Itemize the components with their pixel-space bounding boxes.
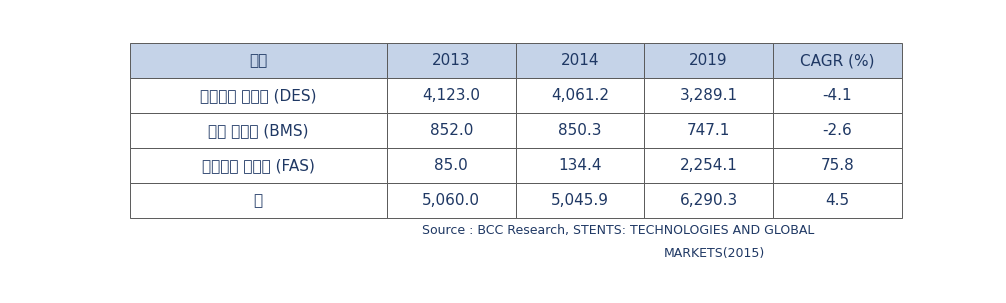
Bar [644, 148, 773, 183]
Text: 2,254.1: 2,254.1 [680, 158, 737, 173]
Text: 75.8: 75.8 [820, 158, 854, 173]
Text: 2014: 2014 [560, 53, 600, 68]
Bar [130, 113, 387, 148]
Bar [515, 148, 644, 183]
Bar [773, 183, 901, 218]
Text: -2.6: -2.6 [822, 123, 852, 138]
Bar [387, 43, 515, 78]
Text: 구분: 구분 [249, 53, 268, 68]
Bar [515, 43, 644, 78]
Bar [130, 43, 387, 78]
Text: 3,289.1: 3,289.1 [679, 88, 737, 103]
Bar [130, 78, 387, 113]
Text: 4,123.0: 4,123.0 [423, 88, 480, 103]
Text: 850.3: 850.3 [558, 123, 602, 138]
Text: MARKETS(2015): MARKETS(2015) [664, 247, 765, 260]
Bar [387, 148, 515, 183]
Bar [644, 78, 773, 113]
Bar [515, 113, 644, 148]
Text: 4,061.2: 4,061.2 [551, 88, 609, 103]
Text: 2013: 2013 [432, 53, 471, 68]
Text: 747.1: 747.1 [687, 123, 730, 138]
Text: 금속 스텐트 (BMS): 금속 스텐트 (BMS) [208, 123, 309, 138]
Bar [130, 148, 387, 183]
Text: 계: 계 [254, 193, 263, 208]
Text: CAGR (%): CAGR (%) [800, 53, 874, 68]
Text: 134.4: 134.4 [558, 158, 602, 173]
Text: 약물방출 스텐트 (DES): 약물방출 스텐트 (DES) [200, 88, 317, 103]
Bar [387, 113, 515, 148]
Bar [773, 113, 901, 148]
Bar [515, 183, 644, 218]
Text: Source : BCC Research, STENTS: TECHNOLOGIES AND GLOBAL: Source : BCC Research, STENTS: TECHNOLOG… [422, 224, 815, 237]
Text: -4.1: -4.1 [822, 88, 852, 103]
Bar [773, 78, 901, 113]
Text: 2019: 2019 [689, 53, 728, 68]
Text: 5,045.9: 5,045.9 [551, 193, 609, 208]
Text: 5,060.0: 5,060.0 [423, 193, 480, 208]
Text: 85.0: 85.0 [435, 158, 468, 173]
Text: 생분해성 스텐트 (FAS): 생분해성 스텐트 (FAS) [202, 158, 315, 173]
Bar [387, 183, 515, 218]
Bar [773, 43, 901, 78]
Bar [644, 113, 773, 148]
Bar [644, 183, 773, 218]
Bar [644, 43, 773, 78]
Text: 6,290.3: 6,290.3 [679, 193, 737, 208]
Text: 852.0: 852.0 [430, 123, 473, 138]
Bar [515, 78, 644, 113]
Bar [387, 78, 515, 113]
Bar [130, 183, 387, 218]
Text: 4.5: 4.5 [825, 193, 849, 208]
Bar [773, 148, 901, 183]
